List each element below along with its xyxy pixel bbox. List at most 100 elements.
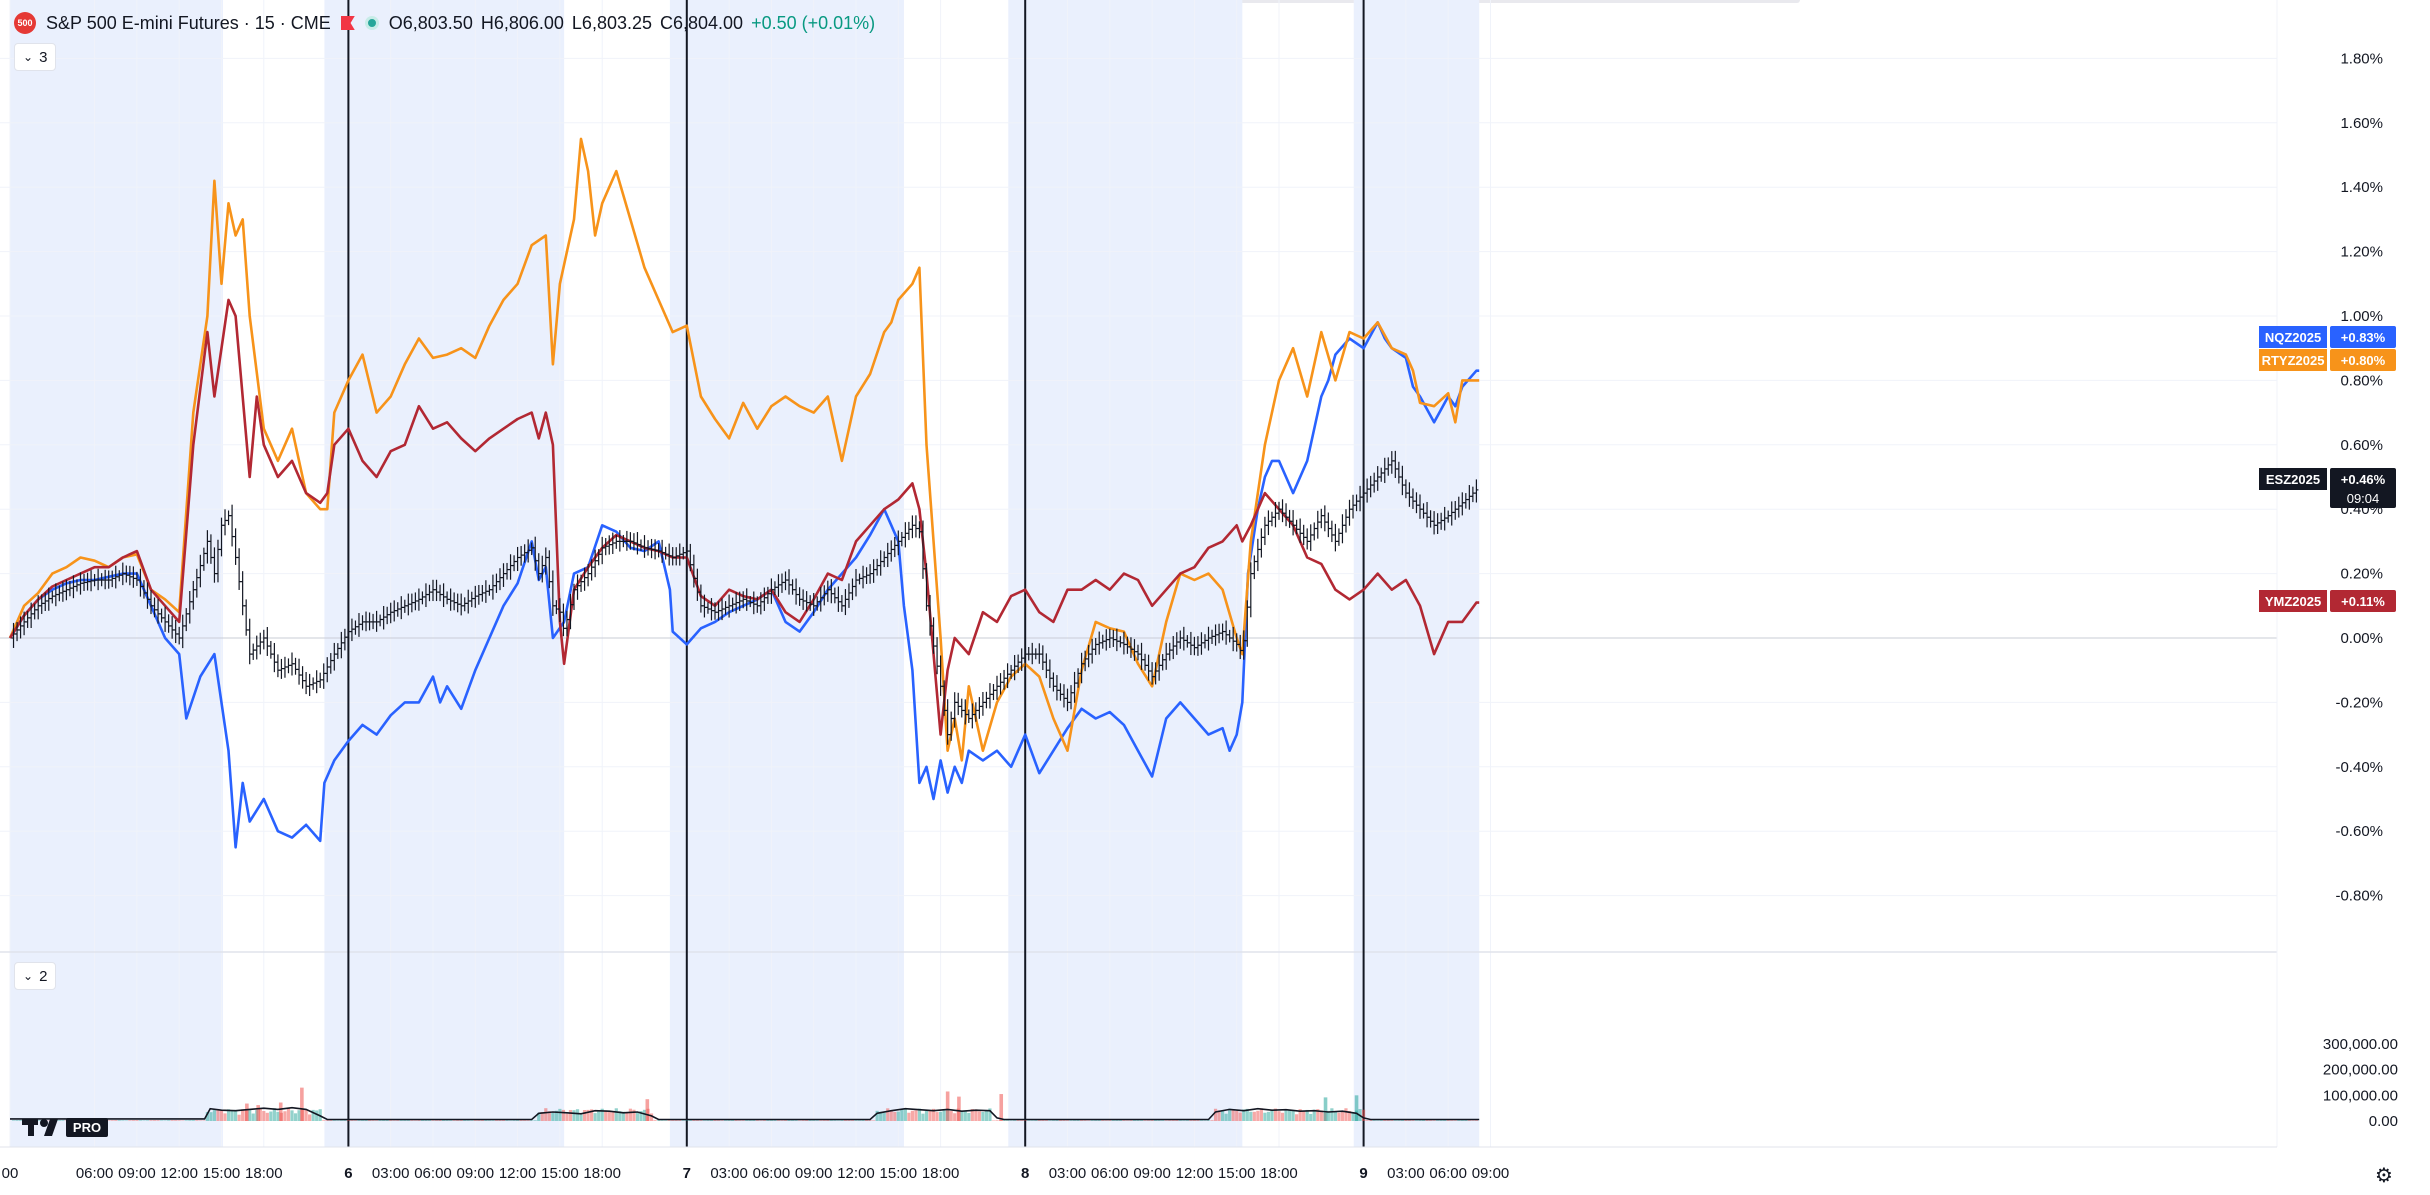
volume-y-tick-label: 200,000.00 <box>2323 1062 2398 1079</box>
volume-bar <box>223 1113 227 1121</box>
volume-bar <box>1020 1120 1024 1121</box>
volume-bar <box>939 1111 943 1121</box>
volume-bar <box>1340 1111 1345 1121</box>
volume-bar <box>1005 1120 1010 1121</box>
volume-bar <box>900 1109 904 1121</box>
tradingview-logo[interactable]: PRO <box>22 1114 108 1140</box>
volume-bar <box>889 1110 893 1121</box>
volume-bar <box>61 1120 65 1121</box>
volume-bar <box>1312 1109 1316 1121</box>
volume-bar <box>1037 1120 1041 1121</box>
volume-bar <box>1235 1110 1239 1121</box>
volume-y-tick-label: 300,000.00 <box>2323 1036 2398 1053</box>
gear-icon[interactable]: ⚙ <box>2375 1164 2393 1187</box>
volume-bar <box>357 1120 361 1121</box>
series-line-nqz2025[interactable] <box>8 321 1480 849</box>
market-status-icon[interactable] <box>364 16 379 30</box>
volume-bar <box>360 1120 365 1121</box>
volume-bar <box>586 1109 590 1121</box>
volume-bar <box>769 1120 773 1121</box>
volume-bar <box>107 1120 111 1121</box>
series-name-tag-label: YMZ2025 <box>2265 594 2321 609</box>
volume-bar <box>924 1110 929 1121</box>
volume-bar <box>403 1120 407 1121</box>
volume-bar <box>184 1120 188 1121</box>
volume-bar <box>872 1120 876 1121</box>
volume-bar <box>152 1120 157 1121</box>
y-tick-label: 0.00% <box>2340 630 2383 647</box>
volume-bar <box>265 1112 269 1121</box>
volume-bar <box>523 1120 527 1121</box>
volume-bar <box>311 1109 315 1121</box>
series-value-tag <box>2330 349 2396 371</box>
volume-bar <box>713 1120 717 1121</box>
volume-bar <box>128 1120 132 1121</box>
volume-bar <box>847 1120 851 1121</box>
volume-bar <box>1023 1120 1027 1121</box>
volume-bar <box>283 1111 287 1121</box>
x-tick-label: 18:00 <box>583 1165 621 1182</box>
volume-bar <box>1238 1112 1242 1121</box>
y-tick-label: 1.40% <box>2340 179 2383 196</box>
volume-bar <box>343 1120 347 1121</box>
volume-bar <box>1280 1112 1285 1121</box>
volume-bar <box>773 1120 777 1121</box>
volume-bar <box>1132 1120 1137 1121</box>
volume-bar <box>234 1109 238 1121</box>
collapse-volume-button[interactable]: ⌄ 2 <box>14 962 57 990</box>
volume-bar <box>1097 1120 1101 1121</box>
volume-bar <box>882 1112 886 1121</box>
volume-bar <box>628 1108 632 1121</box>
y-tick-label: 1.80% <box>2340 50 2383 67</box>
volume-bar <box>459 1120 463 1121</box>
chevron-down-icon: ⌄ <box>23 50 34 64</box>
x-tick-label: 03:00 <box>1049 1165 1087 1182</box>
volume-bar <box>325 1120 329 1121</box>
volume-bar <box>554 1110 558 1121</box>
volume-bar <box>1094 1120 1098 1121</box>
volume-bar <box>1365 1120 1369 1121</box>
volume-bar <box>389 1120 393 1121</box>
series-line-ymz2025[interactable] <box>8 298 1480 736</box>
volume-bar <box>928 1110 932 1121</box>
volume-bar <box>942 1109 946 1121</box>
volume-bar <box>645 1099 650 1121</box>
volume-bar <box>1217 1110 1221 1121</box>
x-tick-label: 09:00 <box>457 1165 495 1182</box>
y-tick-label: -0.80% <box>2335 888 2383 905</box>
volume-bar <box>1213 1108 1218 1121</box>
volume-bar <box>297 1110 301 1121</box>
instrument-title[interactable]: S&P 500 E-mini Futures · 15 · CME <box>46 12 331 33</box>
volume-bar <box>135 1120 139 1121</box>
volume-bar <box>198 1120 202 1121</box>
volume-bar <box>840 1120 844 1121</box>
volume-bar <box>304 1109 308 1121</box>
collapse-indicators-button[interactable]: ⌄ 3 <box>14 43 57 71</box>
volume-bar <box>420 1120 425 1121</box>
volume-bar <box>1421 1120 1426 1121</box>
volume-bar <box>597 1110 601 1121</box>
x-tick-label: 15:00 <box>1218 1165 1256 1182</box>
volume-bar <box>1400 1120 1404 1121</box>
ohlc-change: +0.50 (+0.01%) <box>751 12 876 33</box>
volume-bar <box>1439 1120 1443 1121</box>
volume-bar <box>850 1120 855 1121</box>
volume-bar <box>1044 1120 1048 1121</box>
flag-icon[interactable] <box>340 16 355 30</box>
volume-bar <box>600 1108 604 1121</box>
y-tick-label: 0.20% <box>2340 566 2383 583</box>
volume-bar <box>822 1120 826 1121</box>
y-tick-label: 0.80% <box>2340 372 2383 389</box>
volume-bar <box>1080 1120 1084 1121</box>
volume-bar <box>826 1120 830 1121</box>
volume-bar <box>367 1120 372 1121</box>
volume-bar <box>1111 1120 1115 1121</box>
volume-bar <box>1192 1120 1196 1121</box>
volume-bar <box>449 1120 453 1121</box>
volume-bar <box>611 1112 615 1121</box>
volume-bar <box>590 1109 594 1121</box>
volume-bar <box>1083 1120 1087 1121</box>
series-name-tag <box>2259 349 2327 371</box>
volume-bar <box>1266 1111 1271 1121</box>
